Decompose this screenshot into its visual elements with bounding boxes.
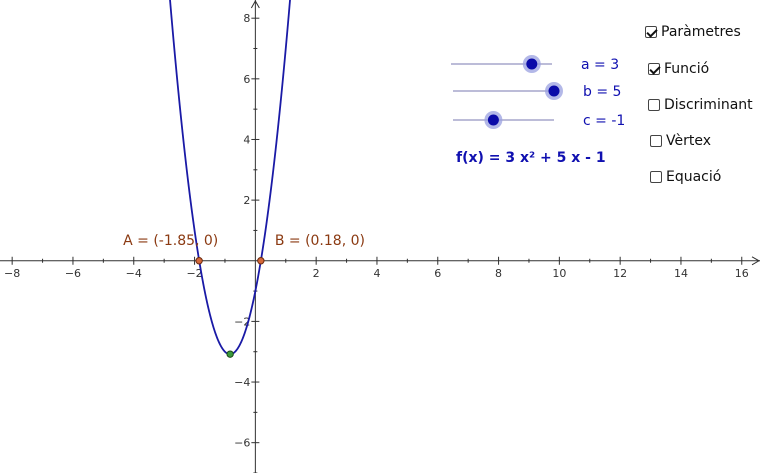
slider-knob[interactable] xyxy=(487,114,499,126)
checkbox-funcio-box[interactable] xyxy=(648,63,660,75)
y-tick-label: 2 xyxy=(243,194,250,207)
point-a-label: A = (-1.85, 0) xyxy=(123,233,218,249)
checkbox-vertex-label: Vèrtex xyxy=(666,133,712,149)
checkbox-parametres[interactable]: Paràmetres xyxy=(645,24,741,40)
point-b-label: B = (0.18, 0) xyxy=(275,233,365,249)
x-tick-label: 2 xyxy=(313,267,320,280)
slider-knob[interactable] xyxy=(548,85,560,97)
checkbox-vertex-box[interactable] xyxy=(650,135,662,147)
function-formula: f(x) = 3 x² + 5 x - 1 xyxy=(456,150,606,166)
x-tick-label: −8 xyxy=(4,267,20,280)
y-tick-label: 4 xyxy=(243,133,250,146)
sliders-panel: a = 3 b = 5 c = -1 xyxy=(451,55,625,129)
checkbox-discriminant[interactable]: Discriminant xyxy=(648,97,753,113)
slider-label: b = 5 xyxy=(583,84,621,100)
checkbox-discriminant-box[interactable] xyxy=(648,99,660,111)
x-tick-label: 10 xyxy=(552,267,566,280)
function-curve-layer xyxy=(158,0,304,356)
slider-label: c = -1 xyxy=(583,113,625,129)
checkbox-equacio[interactable]: Equació xyxy=(650,169,721,185)
y-tick-label: 8 xyxy=(243,12,250,25)
checkbox-equacio-box[interactable] xyxy=(650,171,662,183)
x-tick-label: 6 xyxy=(434,267,441,280)
checkbox-parametres-label: Paràmetres xyxy=(661,24,741,40)
checkbox-parametres-box[interactable] xyxy=(645,26,657,38)
points-layer: A = (-1.85, 0) B = (0.18, 0) xyxy=(123,233,365,358)
x-tick-label: −4 xyxy=(126,267,142,280)
x-tick-label: 8 xyxy=(495,267,502,280)
point-a[interactable] xyxy=(195,257,203,265)
slider-label: a = 3 xyxy=(581,57,619,73)
y-tick-label: −4 xyxy=(234,376,250,389)
checkbox-equacio-label: Equació xyxy=(666,169,722,185)
x-axis-arrow xyxy=(751,256,760,266)
parabola-curve[interactable] xyxy=(158,0,304,356)
x-tick-label: 14 xyxy=(674,267,688,280)
y-tick-label: −6 xyxy=(234,437,250,450)
y-axis-arrow xyxy=(250,0,260,9)
x-tick-label: 12 xyxy=(613,267,627,280)
y-tick-label: 6 xyxy=(243,73,250,86)
point-vertex[interactable] xyxy=(226,350,234,358)
x-tick-label: −2 xyxy=(186,267,202,280)
checkbox-funcio[interactable]: Funció xyxy=(648,61,709,77)
x-tick-label: −6 xyxy=(65,267,81,280)
slider-knob[interactable] xyxy=(526,58,538,70)
checkbox-funcio-label: Funció xyxy=(664,61,710,77)
checkbox-vertex[interactable]: Vèrtex xyxy=(650,133,711,149)
x-tick-label: 16 xyxy=(735,267,749,280)
checkbox-discriminant-label: Discriminant xyxy=(664,97,753,113)
point-b[interactable] xyxy=(257,257,265,265)
x-tick-label: 4 xyxy=(373,267,380,280)
